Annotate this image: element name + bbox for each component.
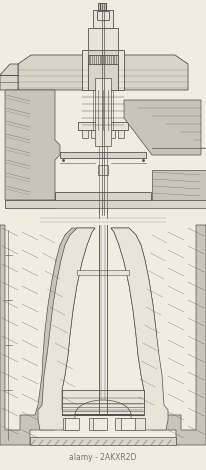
Bar (95, 78, 111, 146)
Bar (115, 418, 129, 430)
Bar (60, 152, 146, 158)
Bar (98, 165, 108, 175)
Bar (30, 437, 176, 445)
Bar (89, 418, 103, 430)
Polygon shape (5, 200, 55, 208)
Bar (97, 11, 109, 20)
Bar (98, 3, 106, 10)
Bar (88, 64, 118, 90)
Polygon shape (111, 225, 206, 445)
Bar (109, 130, 115, 138)
Bar (55, 192, 151, 200)
Bar (77, 270, 129, 275)
Bar (82, 50, 124, 90)
Bar (82, 130, 88, 138)
Bar (65, 418, 79, 430)
Bar (78, 122, 128, 130)
Bar (121, 418, 135, 430)
Bar (131, 418, 145, 430)
Polygon shape (111, 228, 168, 430)
Text: alamy - 2AKXR2D: alamy - 2AKXR2D (69, 454, 137, 462)
Polygon shape (18, 55, 188, 90)
Polygon shape (38, 228, 95, 430)
Bar (118, 130, 124, 138)
Polygon shape (5, 90, 60, 200)
Polygon shape (62, 400, 144, 415)
Polygon shape (0, 64, 18, 90)
Polygon shape (124, 100, 201, 155)
Bar (62, 390, 144, 415)
Bar (63, 418, 77, 430)
Bar (91, 130, 97, 138)
Bar (100, 130, 106, 138)
Bar (88, 50, 118, 90)
Polygon shape (0, 225, 95, 445)
Bar (0, 222, 206, 448)
Bar (88, 28, 118, 50)
Bar (93, 10, 113, 28)
Bar (152, 170, 206, 200)
Bar (5, 200, 206, 208)
Bar (93, 418, 107, 430)
